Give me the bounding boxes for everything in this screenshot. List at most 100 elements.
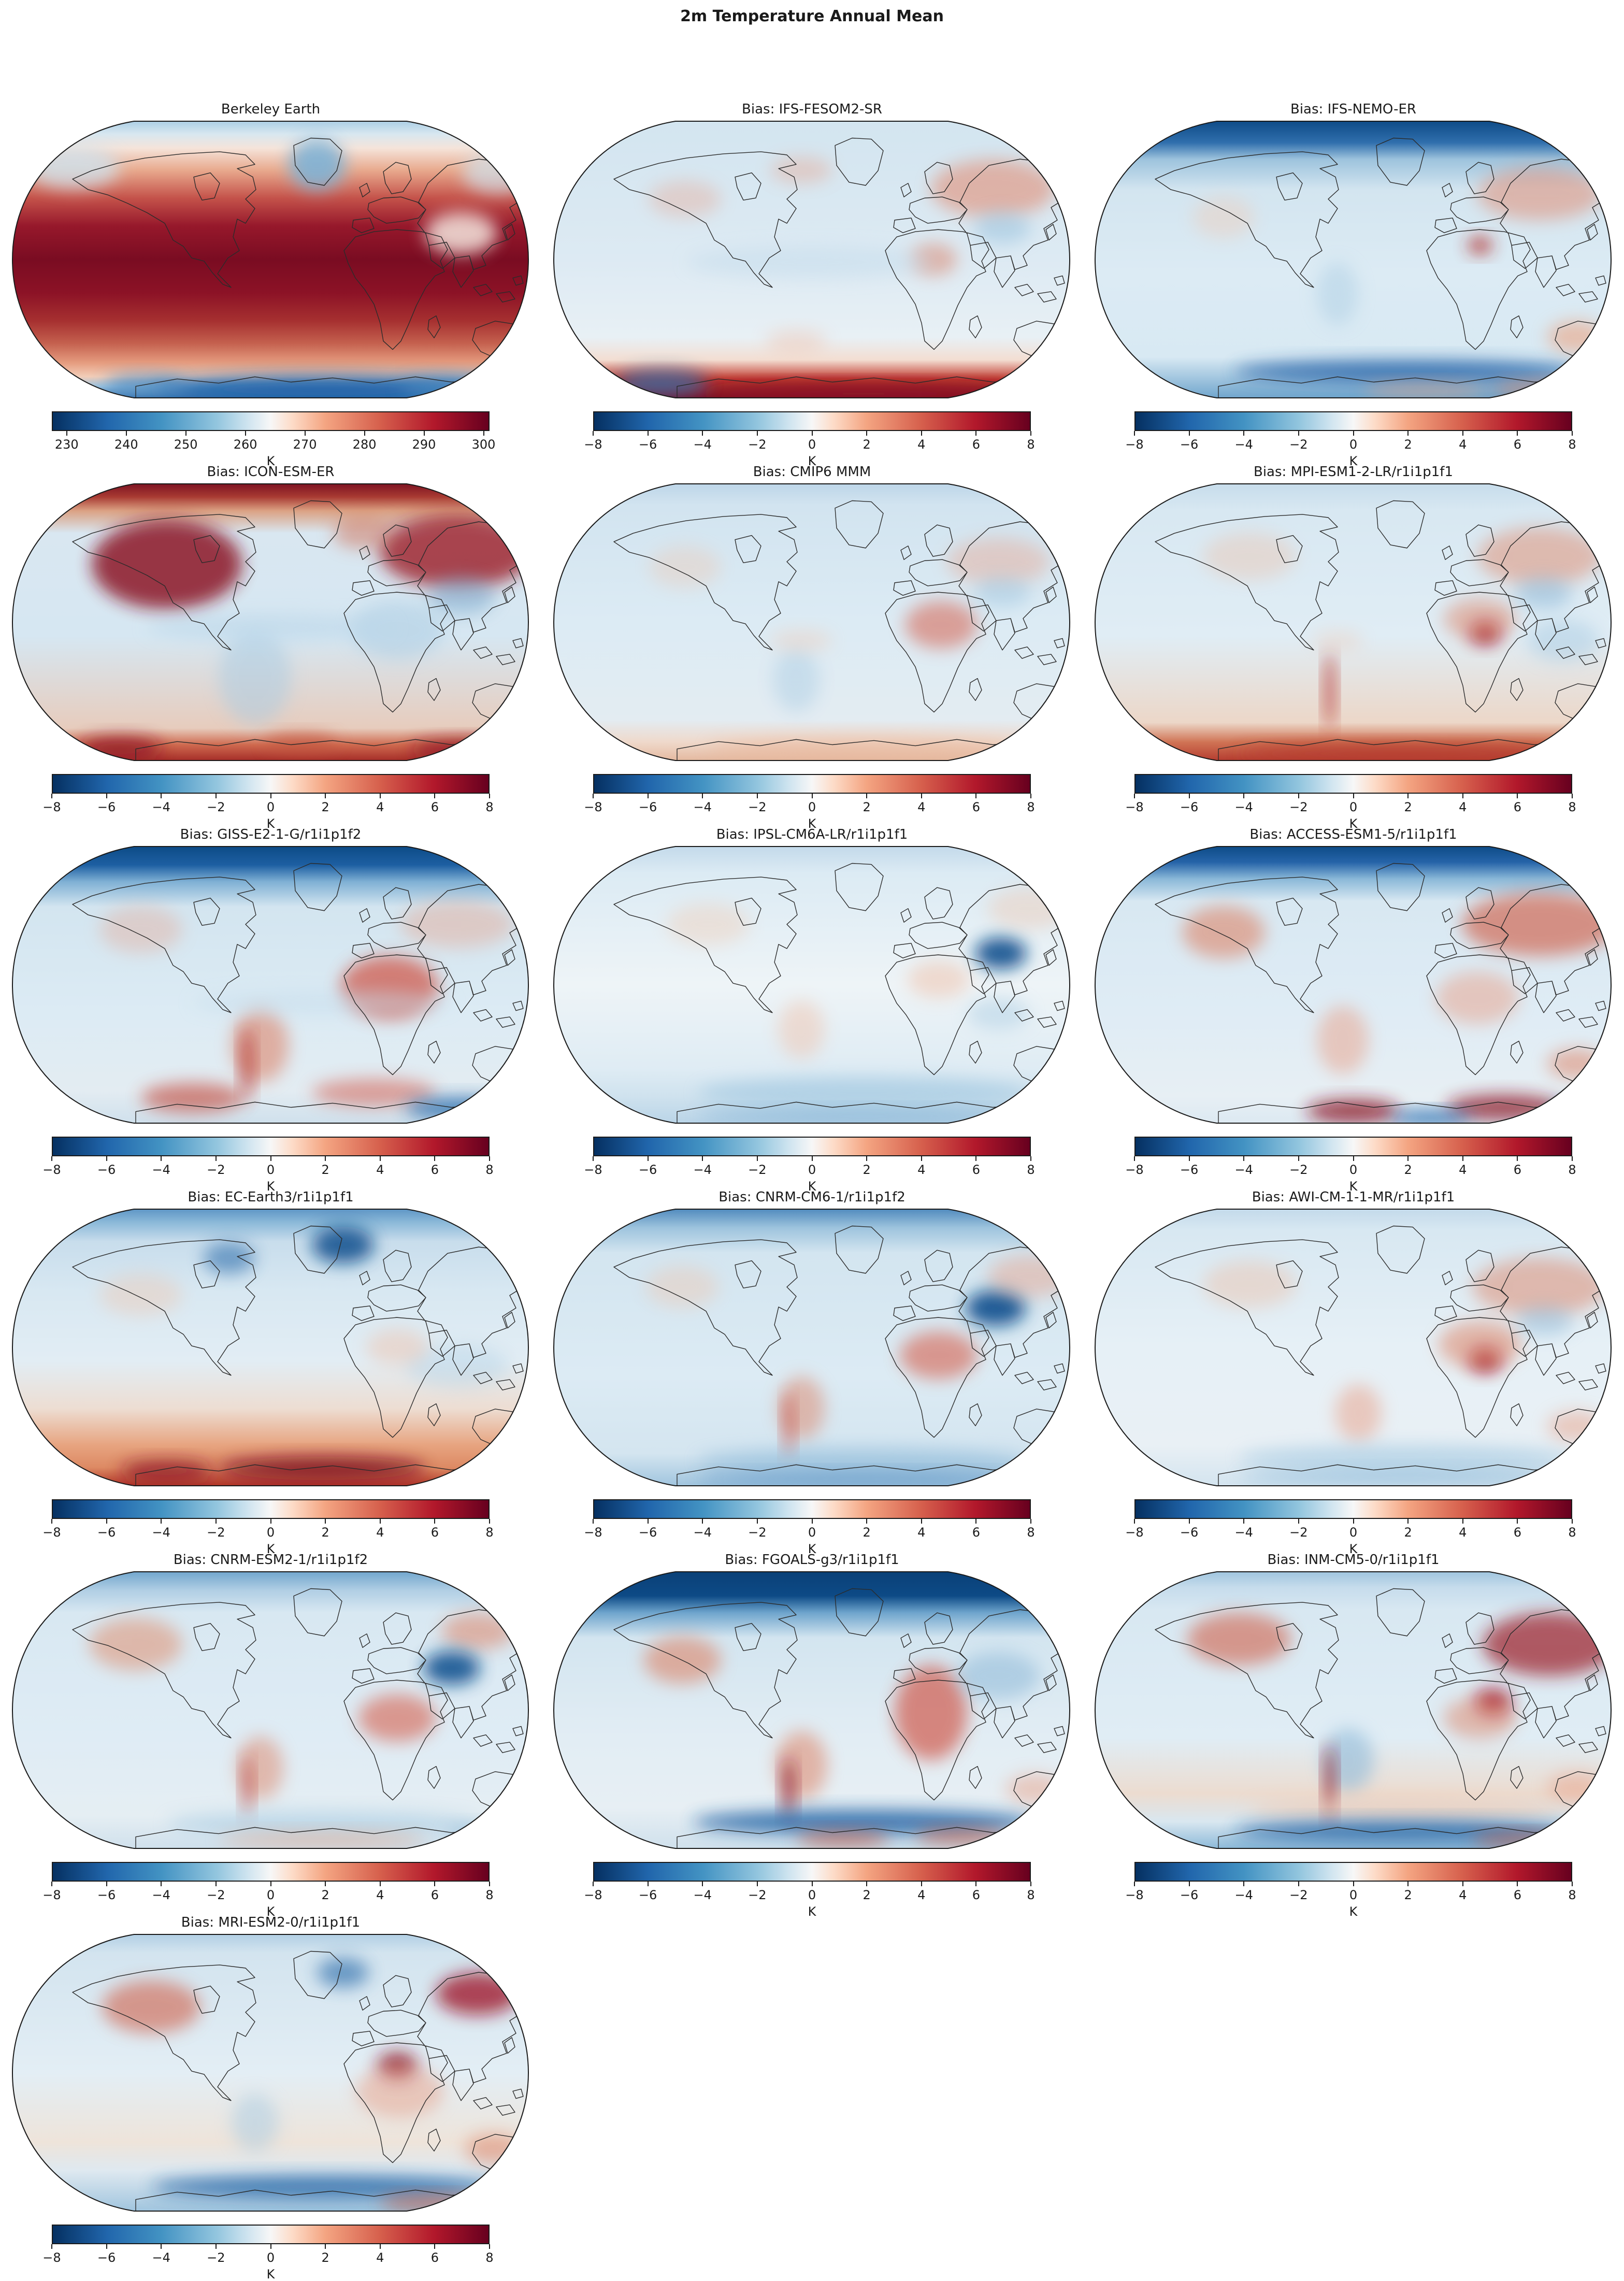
map-outline	[1094, 483, 1612, 761]
colorbar-tick	[106, 1882, 107, 1886]
colorbar-tick-label: −4	[1234, 437, 1253, 452]
colorbar-tick-label: −8	[42, 2250, 61, 2265]
colorbar-tick	[161, 1882, 162, 1886]
colorbar-tick-label: 0	[808, 437, 816, 452]
colorbar-gradient	[593, 411, 1031, 431]
colorbar-tick	[1134, 1519, 1135, 1524]
figure-grid: Berkeley Earth 230 240 250 260 270 280 290 300 K B…	[0, 86, 1624, 2281]
bias-region-blob	[193, 991, 452, 1016]
map-outline	[1094, 846, 1612, 1124]
map-panel-mpi-esm1-2-lr: Bias: MPI-ESM1-2-LR/r1i1p1f1 −8 −6 −4 −2 0 2 4 6…	[1083, 449, 1624, 831]
colorbar-tick	[1407, 431, 1409, 436]
colorbar-tick-label: −6	[97, 1888, 116, 1902]
world-map	[11, 846, 529, 1124]
colorbar-tick-label: 8	[1568, 1525, 1576, 1540]
colorbar-tick-label: 250	[174, 437, 198, 452]
colorbar-tick-label: 0	[1349, 800, 1358, 814]
panel-title: Bias: ACCESS-ESM1-5/r1i1p1f1	[1249, 827, 1457, 842]
colorbar-tick-label: 2	[1404, 1163, 1412, 1177]
bias-region-blob	[242, 1755, 252, 1818]
colorbar-tick-label: 4	[917, 437, 926, 452]
colorbar-tick	[1134, 1156, 1135, 1161]
world-map	[1094, 121, 1612, 398]
colorbar-tick-label: 2	[321, 800, 329, 814]
bias-region-blob	[908, 961, 970, 998]
map-outline	[553, 1571, 1071, 1849]
colorbar-tick-label: 2	[321, 1888, 329, 1902]
bias-region-blob	[405, 1344, 509, 1387]
colorbar-tick-label: 4	[1459, 437, 1467, 452]
colorbar-ticks: −8 −6 −4 −2 0 2 4 6 8	[42, 1882, 494, 1903]
bias-region-blob	[1483, 1613, 1611, 1676]
colorbar-tick-label: −2	[748, 1525, 767, 1540]
bias-region-blob	[141, 1083, 245, 1113]
bias-region-blob	[447, 1824, 528, 1843]
colorbar-gradient	[593, 1862, 1031, 1882]
colorbar-tick	[975, 794, 977, 798]
colorbar-tick	[1243, 794, 1245, 798]
colorbar: −8 −6 −4 −2 0 2 4 6 8 K	[1125, 1499, 1576, 1556]
colorbar-tick-label: −8	[1125, 437, 1144, 452]
colorbar: −8 −6 −4 −2 0 2 4 6 8 K	[42, 1137, 494, 1194]
map-panel-icon-esm-er: Bias: ICON-ESM-ER −8 −6 −4 −2 0 2 4 6 8 K	[0, 449, 541, 831]
colorbar-gradient	[52, 1499, 490, 1519]
map-outline	[11, 1571, 529, 1849]
bias-region-blob	[441, 1613, 514, 1650]
colorbar-tick	[1188, 1519, 1190, 1524]
colorbar-tick-label: 6	[972, 1888, 981, 1902]
colorbar-unit-label: K	[266, 454, 275, 468]
colorbar-tick-label: 0	[808, 1163, 816, 1177]
colorbar-ticks: −8 −6 −4 −2 0 2 4 6 8	[42, 1519, 494, 1541]
colorbar-tick	[270, 794, 271, 798]
colorbar-tick	[379, 1519, 381, 1524]
colorbar-tick	[975, 1882, 977, 1886]
colorbar-tick-label: −6	[97, 1525, 116, 1540]
colorbar-tick-label: 8	[485, 1525, 494, 1540]
colorbar: −8 −6 −4 −2 0 2 4 6 8 K	[42, 1862, 494, 1919]
colorbar-tick-label: 4	[376, 1163, 384, 1177]
world-map	[553, 121, 1071, 398]
colorbar-tick-label: 0	[266, 1525, 275, 1540]
colorbar-tick-label: 6	[430, 800, 439, 814]
bias-region-blob	[203, 1242, 255, 1274]
bias-region-blob	[1322, 1728, 1374, 1792]
colorbar-tick	[1407, 1156, 1409, 1161]
colorbar-tick	[325, 1519, 326, 1524]
bias-region-blob	[1477, 527, 1602, 585]
figure-title: 2m Temperature Annual Mean	[680, 7, 944, 25]
colorbar-tick-label: 6	[1513, 1888, 1522, 1902]
colorbar-tick	[921, 1156, 922, 1161]
map-outline	[1094, 1209, 1612, 1486]
colorbar-tick	[51, 1882, 52, 1886]
colorbar-tick	[811, 1519, 813, 1524]
colorbar-unit-label: K	[808, 816, 816, 831]
colorbar-tick	[51, 1156, 52, 1161]
colorbar-ticks: −8 −6 −4 −2 0 2 4 6 8	[42, 794, 494, 815]
colorbar-tick	[434, 1156, 436, 1161]
colorbar-tick-label: 0	[266, 800, 275, 814]
colorbar-tick	[379, 1882, 381, 1886]
colorbar-gradient	[593, 1137, 1031, 1156]
bias-region-blob	[1439, 1321, 1521, 1369]
colorbar-unit-label: K	[808, 1542, 816, 1556]
bias-region-blob	[423, 1651, 480, 1685]
colorbar-tick	[1298, 1882, 1299, 1886]
colorbar-tick-label: 6	[1513, 437, 1522, 452]
colorbar-tick	[1517, 431, 1518, 436]
colorbar-tick	[1030, 431, 1031, 436]
colorbar: −8 −6 −4 −2 0 2 4 6 8 K	[42, 1499, 494, 1556]
bias-region-blob	[1239, 744, 1571, 761]
bias-region-blob	[1203, 533, 1296, 580]
bias-region-blob	[778, 1000, 825, 1059]
colorbar-tick	[379, 2244, 381, 2249]
bias-region-blob	[358, 1694, 436, 1742]
colorbar-tick-label: −4	[1234, 1525, 1253, 1540]
colorbar-tick	[51, 794, 52, 798]
colorbar-tick-label: 4	[1459, 1525, 1467, 1540]
bias-region-blob	[428, 577, 496, 614]
colorbar-tick-label: 8	[485, 2250, 494, 2265]
bias-region-blob	[105, 375, 188, 396]
colorbar-tick-label: 2	[1404, 800, 1412, 814]
bias-region-blob	[425, 212, 497, 254]
colorbar-tick-label: 0	[266, 2250, 275, 2265]
